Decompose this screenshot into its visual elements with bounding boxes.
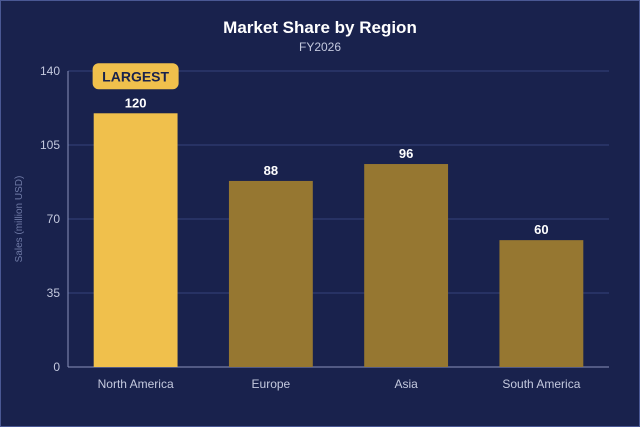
bar-value-label: 88: [264, 163, 278, 178]
y-tick-label: 0: [53, 360, 60, 374]
y-tick-label: 140: [40, 64, 60, 78]
x-tick-label: Asia: [394, 377, 418, 391]
x-tick-label: South America: [502, 377, 580, 391]
bar: [228, 180, 313, 367]
bar-value-label: 60: [534, 222, 548, 237]
y-tick-label: 70: [47, 212, 61, 226]
bar: [93, 113, 178, 368]
x-tick-label: Europe: [252, 377, 291, 391]
y-tick-label: 35: [47, 286, 61, 300]
bar-value-label: 96: [399, 146, 413, 161]
y-axis-label: Sales (million USD): [14, 176, 25, 263]
y-tick-label: 105: [40, 138, 60, 152]
x-tick-label: North America: [98, 377, 174, 391]
chart-title: Market Share by Region: [223, 18, 417, 37]
chart-subtitle: FY2026: [299, 40, 341, 54]
bar: [499, 240, 584, 367]
annotation-label: LARGEST: [102, 68, 169, 84]
annotation-badge: [92, 63, 179, 90]
bar: [364, 164, 449, 367]
bar-value-label: 120: [125, 95, 147, 110]
